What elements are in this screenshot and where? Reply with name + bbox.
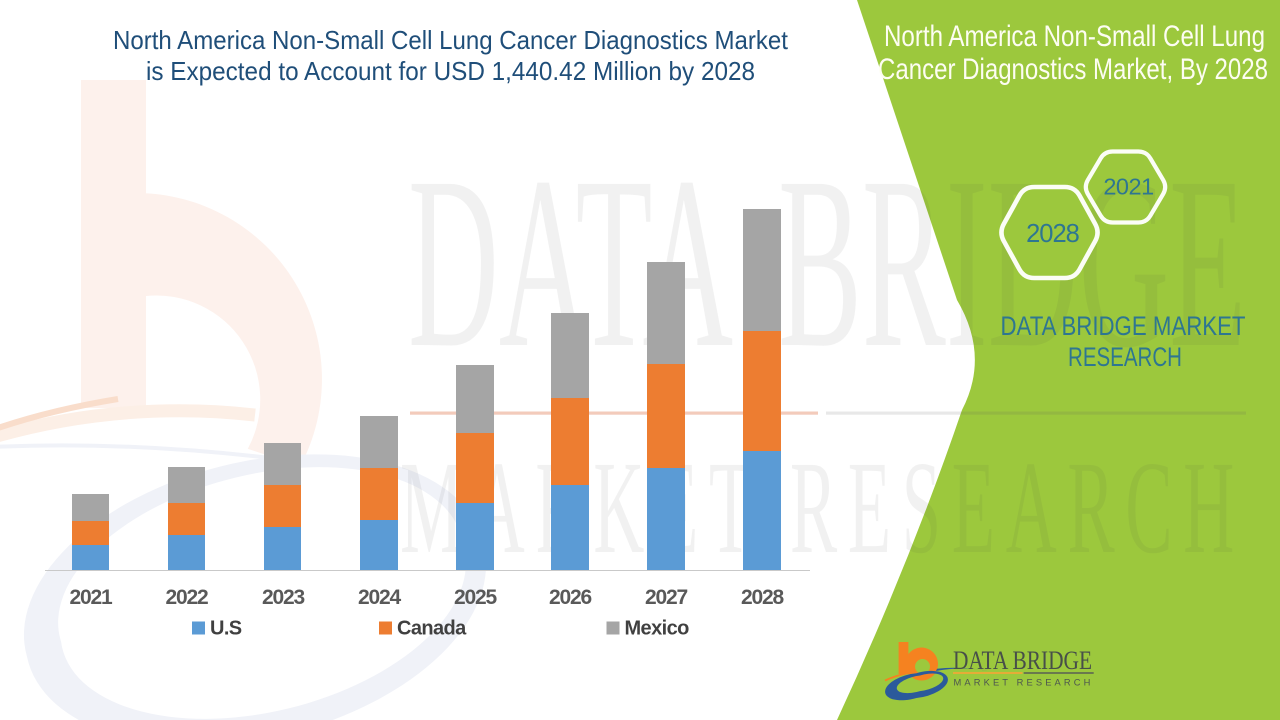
svg-text:Cancer Diagnostics Market, By: Cancer Diagnostics Market, By 2028 (878, 53, 1268, 86)
svg-text:North America Non-Small Cell L: North America Non-Small Cell Lung Cancer… (113, 25, 789, 55)
svg-text:2028: 2028 (741, 586, 784, 609)
svg-text:2025: 2025 (454, 586, 497, 609)
svg-text:U.S: U.S (210, 618, 242, 640)
svg-text:2023: 2023 (262, 586, 304, 609)
svg-text:MARKET RESEARCH: MARKET RESEARCH (954, 678, 1094, 688)
svg-text:RESEARCH: RESEARCH (1068, 342, 1182, 372)
svg-text:2021: 2021 (1103, 174, 1153, 200)
svg-text:DATA BRIDGE: DATA BRIDGE (953, 646, 1092, 675)
svg-text:Canada: Canada (397, 618, 467, 640)
svg-text:2028: 2028 (1026, 220, 1080, 248)
svg-text:2027: 2027 (645, 586, 687, 609)
svg-text:2021: 2021 (70, 586, 113, 609)
svg-text:is Expected to Account for USD: is Expected to Account for USD 1,440.42 … (146, 56, 755, 86)
svg-text:2026: 2026 (549, 586, 591, 609)
svg-text:Mexico: Mexico (625, 618, 690, 640)
svg-text:DATA BRIDGE MARKET: DATA BRIDGE MARKET (1001, 311, 1246, 341)
svg-text:MARKET RESEARCH: MARKET RESEARCH (400, 433, 1245, 581)
svg-text:DATA BRIDGE: DATA BRIDGE (408, 127, 1246, 399)
svg-text:North America Non-Small Cell L: North America Non-Small Cell Lung (884, 20, 1265, 53)
svg-text:2022: 2022 (166, 586, 208, 609)
svg-text:2024: 2024 (358, 586, 401, 609)
